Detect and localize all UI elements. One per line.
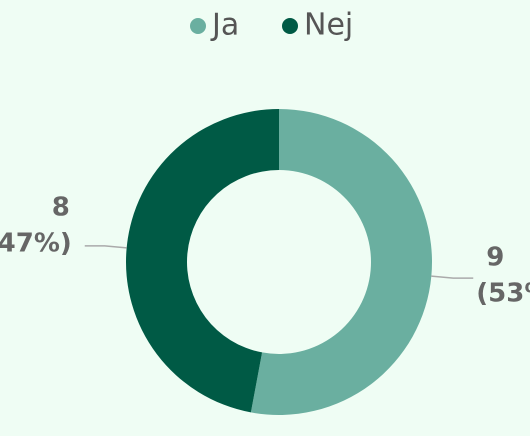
leader-line	[431, 275, 474, 279]
slice	[125, 109, 279, 413]
legend-label: Nej	[304, 8, 353, 43]
legend-marker	[282, 18, 298, 34]
percent-label: (53%)	[476, 279, 530, 309]
slice	[250, 109, 433, 416]
data-label: 8	[52, 192, 70, 222]
data-label: 9	[486, 243, 504, 273]
percent-label: (47%)	[0, 228, 72, 258]
leader-line	[84, 245, 127, 249]
legend-marker	[190, 18, 206, 34]
legend-label: Ja	[210, 8, 239, 43]
